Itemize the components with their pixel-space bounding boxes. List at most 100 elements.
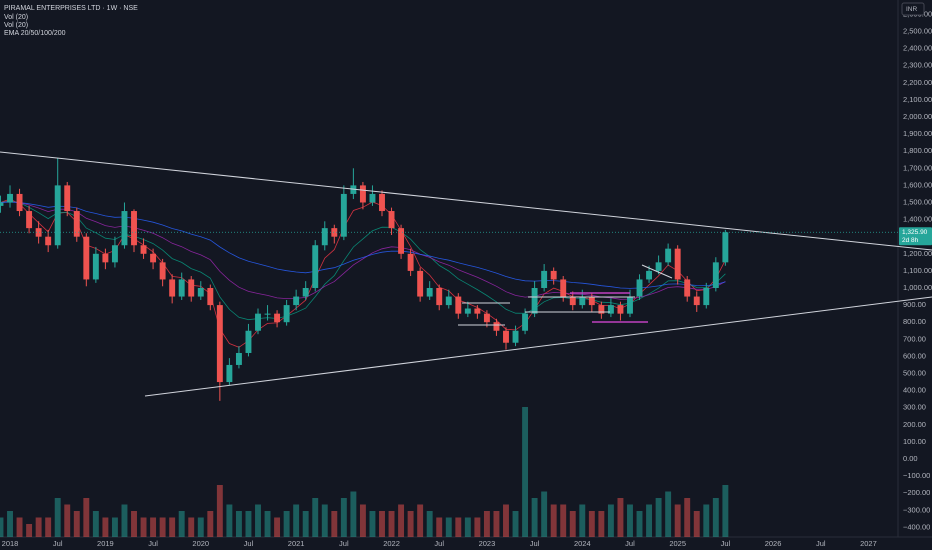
y-tick-label: 1,000.00 (903, 283, 932, 292)
volume-bar (579, 504, 586, 537)
x-tick-label: 2018 (2, 539, 19, 548)
candle-body (426, 287, 433, 297)
candle-body (417, 270, 424, 297)
volume-bar (35, 517, 42, 537)
candle-body (111, 245, 118, 263)
candle-body (722, 232, 729, 263)
candle-body (159, 262, 166, 280)
ema-line (0, 201, 726, 289)
volume-bar (684, 498, 691, 537)
candle-body (388, 211, 395, 229)
candle-body (531, 287, 538, 314)
volume-bar (674, 504, 681, 537)
candle-body (207, 287, 214, 306)
candle-body (503, 330, 509, 343)
candles (0, 158, 729, 401)
volume-bar (646, 504, 653, 537)
volume-bar (550, 504, 557, 537)
countdown: 2d 8h (902, 237, 919, 244)
x-tick-label: 2020 (192, 539, 209, 548)
x-tick-label: Jul (244, 539, 254, 548)
candle-body (54, 185, 61, 246)
y-tick-label: 2,100.00 (903, 95, 932, 104)
volume-bar (369, 511, 376, 537)
y-tick-label: 2,200.00 (903, 78, 932, 87)
candle-body (627, 296, 633, 314)
candle-body (712, 262, 719, 288)
volume-bar (54, 498, 61, 537)
candle-body (7, 193, 13, 203)
volume-bar (302, 511, 309, 537)
volume-bar (436, 517, 443, 537)
candle-body (703, 287, 710, 306)
volume-pane (0, 407, 729, 537)
ema-line (0, 200, 726, 321)
volume-bar (598, 511, 605, 537)
candle-body (140, 245, 147, 254)
volume-bar (264, 511, 271, 537)
candle-body (16, 193, 23, 212)
candle-body (0, 202, 4, 206)
volume-bar (111, 517, 118, 537)
y-tick-label: 1,800.00 (903, 146, 932, 155)
volume-bar (455, 517, 462, 537)
volume-bar (188, 517, 195, 537)
currency-box[interactable] (901, 2, 925, 16)
volume-bar (483, 511, 490, 537)
volume-bar (426, 511, 433, 537)
volume-bar (388, 511, 395, 537)
volume-bar (207, 511, 214, 537)
y-tick-label: 900.00 (903, 300, 926, 309)
candle-body (407, 253, 414, 271)
candle-body (83, 236, 90, 280)
volume-bar (73, 511, 80, 537)
volume-bar (169, 517, 176, 537)
y-tick-label: 2,300.00 (903, 61, 932, 70)
x-tick-label: 2027 (860, 539, 877, 548)
candle-body (255, 313, 261, 331)
time-axis: 2018 Jul 2019 Jul 2020 Jul 2021 Jul 2022 Jul 2023 J… (2, 539, 877, 548)
candle-body (226, 364, 233, 383)
candle-body (512, 330, 519, 343)
x-tick-label: 2022 (383, 539, 400, 548)
volume-bar (121, 504, 128, 537)
candle-body (445, 296, 452, 306)
volume-bar (92, 511, 99, 537)
volume-bar (407, 511, 414, 537)
x-tick-label: Jul (530, 539, 540, 548)
volume-bar (159, 517, 166, 537)
y-tick-label: −300.00 (903, 505, 930, 514)
volume-bar (359, 504, 366, 537)
candle-body (264, 313, 271, 315)
candle-body (579, 296, 586, 306)
candle-body (283, 305, 290, 323)
candle-body (436, 287, 443, 306)
currency[interactable]: INR (906, 6, 918, 13)
volume-bar (293, 504, 300, 537)
volume-bar (0, 517, 4, 537)
candle-body (35, 228, 42, 237)
candle-body (150, 253, 157, 263)
y-tick-label: 2,400.00 (903, 44, 932, 53)
candle-body (617, 305, 624, 314)
candle-body (92, 253, 99, 280)
candle-body (121, 211, 128, 246)
volume-bar (588, 511, 595, 537)
candle-body (379, 193, 385, 212)
candle-body (369, 193, 376, 203)
candle-body (312, 245, 319, 288)
price-label-box (899, 227, 932, 246)
volume-bar (607, 504, 614, 537)
drawing-line (641, 264, 673, 279)
candle-body (293, 296, 300, 306)
y-tick-label: 200.00 (903, 420, 926, 429)
x-tick-label: Jul (625, 539, 635, 548)
volume-bar (703, 504, 710, 537)
x-tick-label: 2025 (669, 539, 686, 548)
volume-bar (445, 517, 452, 537)
volume-bar (627, 504, 633, 537)
volume-bar (493, 511, 500, 537)
volume-bar (379, 511, 385, 537)
